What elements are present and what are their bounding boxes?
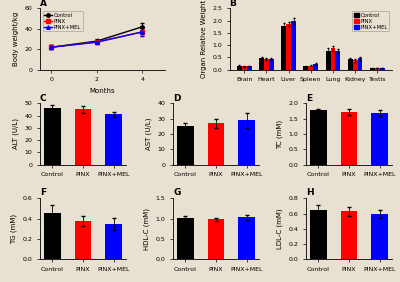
X-axis label: Months: Months — [90, 88, 115, 94]
Y-axis label: LDL-C (mM): LDL-C (mM) — [276, 208, 283, 249]
Bar — [286, 24, 291, 70]
Bar — [264, 59, 269, 70]
Bar — [44, 108, 61, 165]
Bar — [74, 221, 91, 259]
Bar — [341, 112, 358, 165]
Text: C: C — [40, 94, 47, 103]
Bar — [313, 64, 318, 70]
Bar — [105, 114, 122, 165]
Bar — [370, 68, 375, 70]
Bar — [336, 51, 340, 70]
Y-axis label: ALT (U/L): ALT (U/L) — [12, 118, 19, 149]
Bar — [177, 126, 194, 165]
Text: D: D — [173, 94, 180, 103]
Bar — [310, 210, 327, 259]
Y-axis label: HDL-C (mM): HDL-C (mM) — [144, 208, 150, 250]
Y-axis label: AST (U/L): AST (U/L) — [146, 118, 152, 150]
Bar — [242, 67, 247, 70]
Text: G: G — [173, 188, 180, 197]
Bar — [310, 110, 327, 165]
Bar — [380, 68, 385, 70]
Bar — [375, 68, 380, 70]
Bar — [74, 109, 91, 165]
Legend: Control, PINX, PINX+MEL: Control, PINX, PINX+MEL — [43, 11, 82, 31]
Bar — [358, 58, 362, 70]
Bar — [238, 120, 255, 165]
Bar — [341, 211, 358, 259]
Bar — [105, 224, 122, 259]
Bar — [308, 66, 313, 70]
Bar — [281, 26, 286, 70]
Bar — [177, 218, 194, 259]
Bar — [371, 113, 388, 165]
Y-axis label: TG (mM): TG (mM) — [10, 214, 17, 244]
Bar — [353, 60, 358, 70]
Bar — [330, 48, 336, 70]
Text: B: B — [230, 0, 236, 8]
Bar — [208, 123, 224, 165]
Y-axis label: Organ Relative Weight: Organ Relative Weight — [200, 0, 206, 78]
Legend: Control, PINX, PINX+MEL: Control, PINX, PINX+MEL — [352, 11, 389, 31]
Bar — [326, 51, 330, 70]
Bar — [269, 60, 274, 70]
Bar — [247, 66, 252, 70]
Y-axis label: TC (mM): TC (mM) — [276, 119, 283, 149]
Bar — [348, 60, 353, 70]
Bar — [291, 21, 296, 70]
Text: F: F — [40, 188, 46, 197]
Bar — [371, 214, 388, 259]
Bar — [304, 67, 308, 70]
Y-axis label: Body weight/kg: Body weight/kg — [13, 12, 19, 66]
Text: E: E — [306, 94, 312, 103]
Bar — [208, 219, 224, 259]
Bar — [259, 58, 264, 70]
Bar — [237, 66, 242, 70]
Bar — [238, 217, 255, 259]
Text: A: A — [40, 0, 47, 8]
Bar — [44, 213, 61, 259]
Text: H: H — [306, 188, 314, 197]
